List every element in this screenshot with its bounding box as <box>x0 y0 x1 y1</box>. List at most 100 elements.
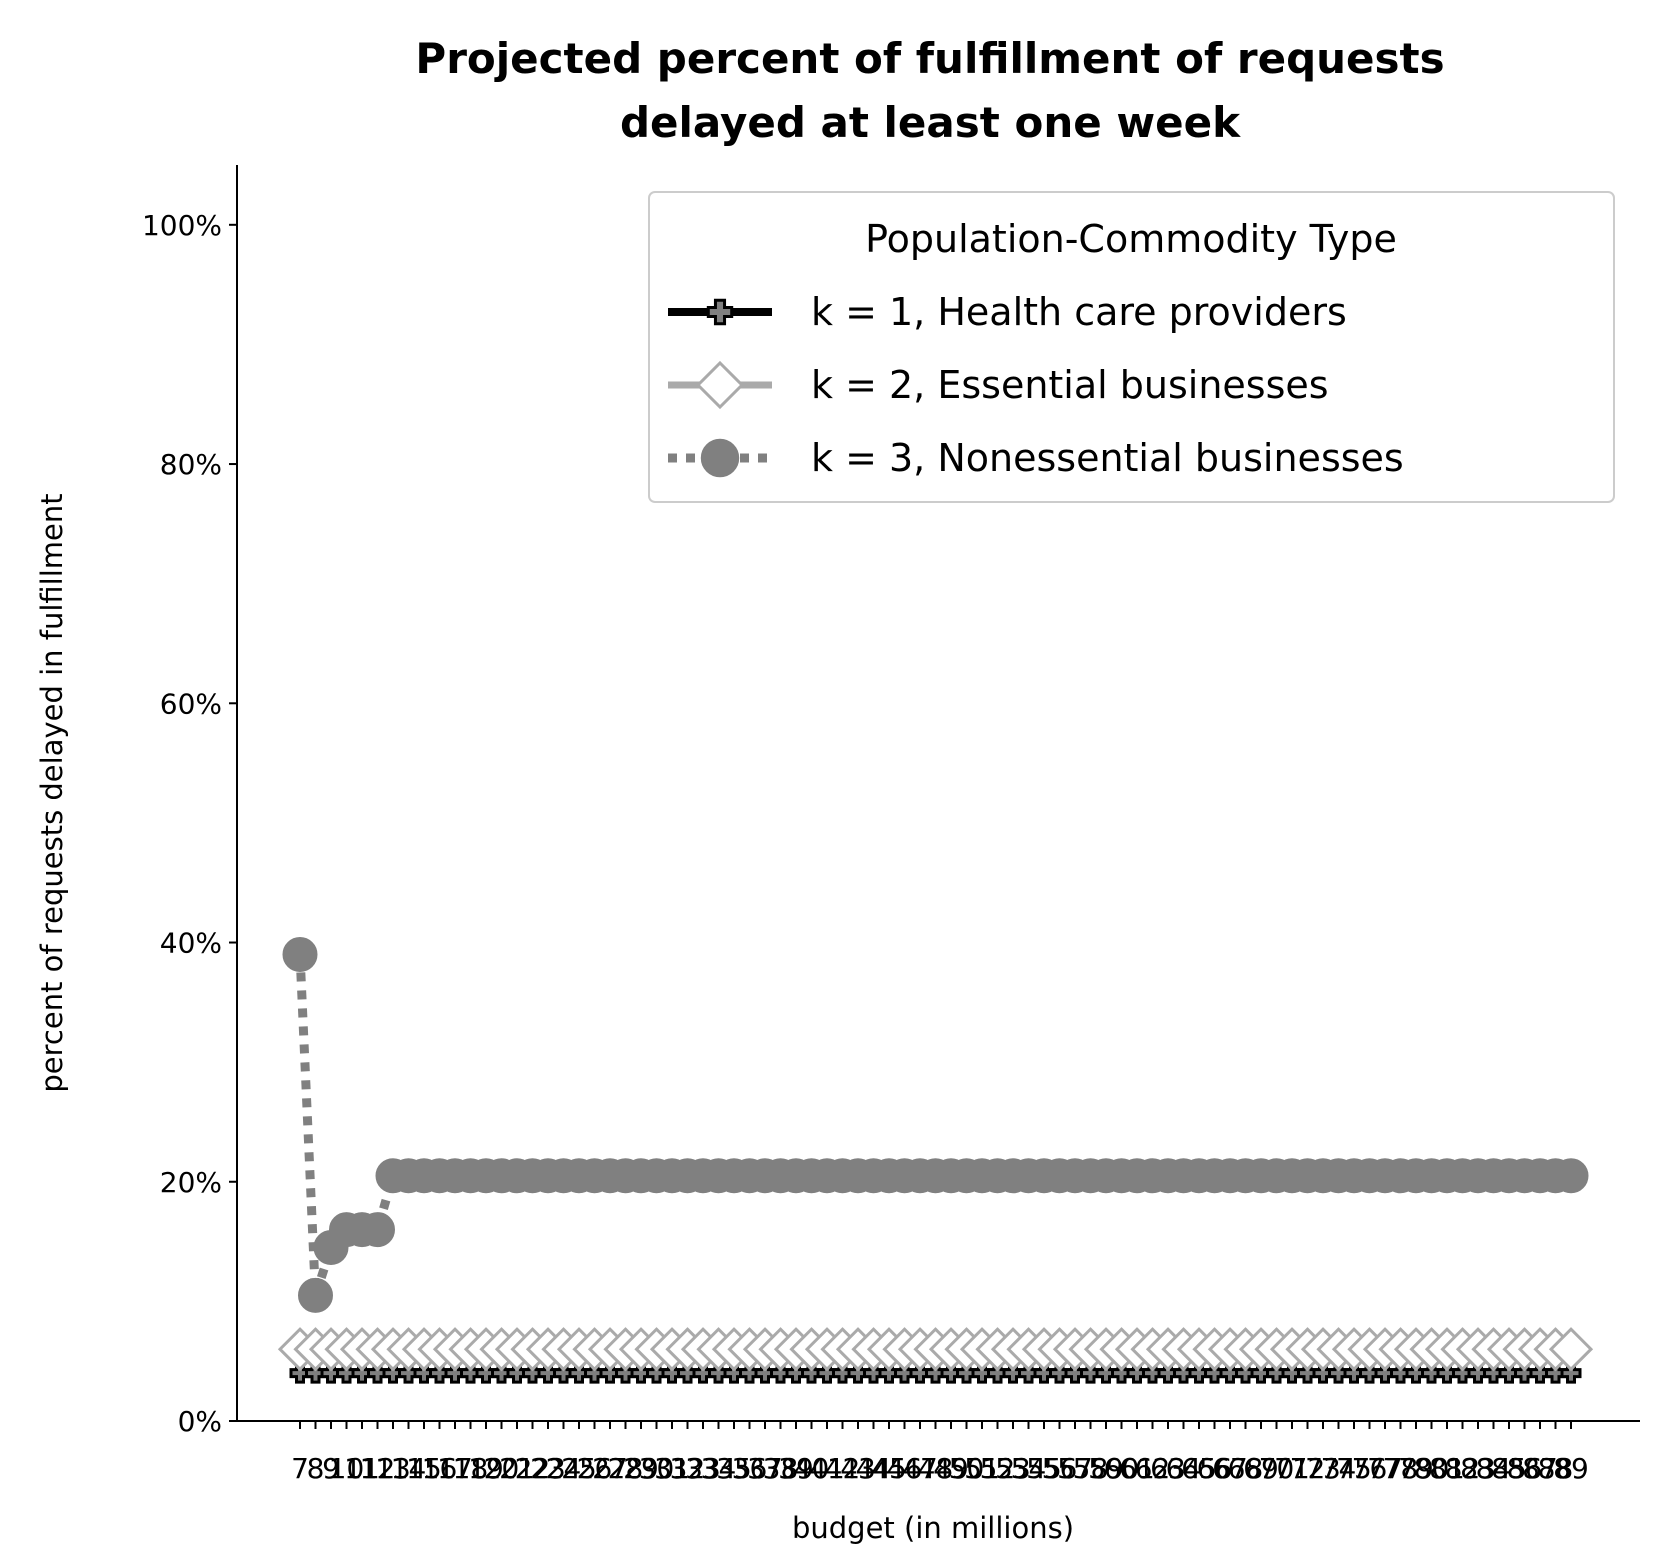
data-point-plus-marker <box>553 1362 574 1384</box>
data-point-plus-marker <box>1421 1362 1442 1384</box>
data-point-plus-marker <box>382 1362 404 1384</box>
x-tick-label: 63 <box>1150 1452 1186 1485</box>
x-tick-label: 9 <box>322 1452 340 1485</box>
data-point-plus-marker <box>537 1362 559 1384</box>
x-tick-label: 45 <box>871 1452 907 1485</box>
data-point-plus-marker <box>320 1362 342 1384</box>
data-point-plus-marker <box>599 1362 621 1384</box>
data-point-plus-marker <box>987 1362 1008 1384</box>
chart-title-line-1: Projected percent of fulfillment of requ… <box>415 34 1444 83</box>
x-tick-label: 8 <box>307 1452 325 1485</box>
legend-item-3: k = 3, Nonessential businesses <box>668 436 1404 480</box>
data-point-circle-marker <box>298 1277 333 1313</box>
y-tick-label: 100% <box>142 209 222 242</box>
x-tick-label: 19 <box>468 1452 504 1485</box>
x-tick-label: 73 <box>1305 1452 1341 1485</box>
x-tick-label: 69 <box>1243 1452 1279 1485</box>
chart-title-line-2: delayed at least one week <box>620 98 1241 147</box>
data-point-plus-marker <box>444 1362 466 1384</box>
data-point-plus-marker <box>429 1362 450 1384</box>
data-point-circle-marker <box>360 1212 395 1248</box>
data-point-plus-marker <box>1359 1362 1380 1384</box>
data-point-plus-marker <box>1498 1362 1520 1384</box>
x-tick-label: 55 <box>1026 1452 1062 1485</box>
x-tick-label: 25 <box>561 1452 597 1485</box>
data-point-plus-marker <box>630 1362 652 1384</box>
data-point-plus-marker <box>1529 1362 1551 1384</box>
data-point-plus-marker <box>568 1362 590 1384</box>
x-tick-label: 57 <box>1057 1452 1093 1485</box>
y-tick-label: 80% <box>160 448 222 481</box>
x-tick-label: 86 <box>1507 1452 1543 1485</box>
data-point-plus-marker <box>706 298 734 326</box>
data-point-plus-marker <box>1266 1362 1287 1384</box>
x-tick-label: 89 <box>1553 1452 1589 1485</box>
data-point-plus-marker <box>1560 1362 1582 1384</box>
data-point-plus-marker <box>723 1362 745 1384</box>
data-point-plus-marker <box>1281 1362 1303 1384</box>
data-point-plus-marker <box>785 1362 807 1384</box>
x-tick-label: 87 <box>1522 1452 1558 1485</box>
x-tick-label: 51 <box>964 1452 1000 1485</box>
x-tick-label: 88 <box>1538 1452 1574 1485</box>
x-tick-label: 28 <box>608 1452 644 1485</box>
legend-label-3: k = 3, Nonessential businesses <box>811 436 1404 480</box>
x-tick-label: 54 <box>1011 1452 1047 1485</box>
data-point-plus-marker <box>1545 1362 1566 1384</box>
x-tick-label: 53 <box>995 1452 1031 1485</box>
x-tick-label: 79 <box>1398 1452 1434 1485</box>
x-tick-label: 10 <box>329 1452 365 1485</box>
x-tick-label: 68 <box>1228 1452 1264 1485</box>
x-tick-label: 36 <box>732 1452 768 1485</box>
x-tick-label: 61 <box>1119 1452 1155 1485</box>
data-point-plus-marker <box>1111 1362 1132 1384</box>
data-point-plus-marker <box>475 1362 497 1384</box>
data-point-plus-marker <box>491 1362 512 1384</box>
data-point-plus-marker <box>770 1362 791 1384</box>
data-point-plus-marker <box>1250 1362 1272 1384</box>
x-tick-label: 40 <box>794 1452 830 1485</box>
x-tick-label: 38 <box>763 1452 799 1485</box>
data-point-plus-marker <box>816 1362 838 1384</box>
x-tick-label: 78 <box>1383 1452 1419 1485</box>
x-tick-label: 84 <box>1476 1452 1512 1485</box>
x-tick-label: 17 <box>437 1452 473 1485</box>
x-tick-label: 49 <box>933 1452 969 1485</box>
y-axis-label: percent of requests delayed in fulfillme… <box>35 493 69 1092</box>
legend-frame <box>648 191 1615 503</box>
x-tick-label: 50 <box>949 1452 985 1485</box>
x-tick-label: 81 <box>1429 1452 1465 1485</box>
legend-items: k = 1, Health care providers k = 2, Essen… <box>668 290 1404 480</box>
x-tick-label: 26 <box>577 1452 613 1485</box>
x-tick-label: 34 <box>701 1452 737 1485</box>
x-tick-label: 27 <box>592 1452 628 1485</box>
data-point-plus-marker <box>1064 1362 1086 1384</box>
x-tick-label: 21 <box>499 1452 535 1485</box>
x-tick-label: 82 <box>1445 1452 1481 1485</box>
data-point-plus-marker <box>1033 1362 1055 1384</box>
x-tick-label: 35 <box>716 1452 752 1485</box>
data-point-diamond-marker <box>695 360 745 410</box>
x-tick-label: 74 <box>1321 1452 1357 1485</box>
data-point-diamond-marker <box>1548 1327 1594 1372</box>
data-point-plus-marker <box>1436 1362 1458 1384</box>
data-point-plus-marker <box>1343 1362 1365 1384</box>
x-tick-label: 75 <box>1336 1452 1372 1485</box>
x-axis-label: budget (in millions) <box>792 1511 1074 1545</box>
data-point-plus-marker <box>615 1362 636 1384</box>
x-tick-label: 43 <box>840 1452 876 1485</box>
x-tick-label: 46 <box>887 1452 923 1485</box>
data-point-plus-marker <box>847 1362 869 1384</box>
x-tick-label: 11 <box>344 1452 380 1485</box>
data-point-plus-marker <box>522 1362 543 1384</box>
data-point-plus-marker <box>1219 1362 1241 1384</box>
data-point-plus-marker <box>646 1362 667 1384</box>
data-point-plus-marker <box>1204 1362 1225 1384</box>
x-tick-label: 70 <box>1259 1452 1295 1485</box>
data-point-plus-marker <box>909 1362 931 1384</box>
data-point-plus-marker <box>1467 1362 1489 1384</box>
data-point-plus-marker <box>289 1362 311 1384</box>
data-point-plus-marker <box>584 1362 605 1384</box>
data-point-plus-marker <box>1188 1362 1210 1384</box>
data-point-plus-marker <box>336 1362 357 1384</box>
